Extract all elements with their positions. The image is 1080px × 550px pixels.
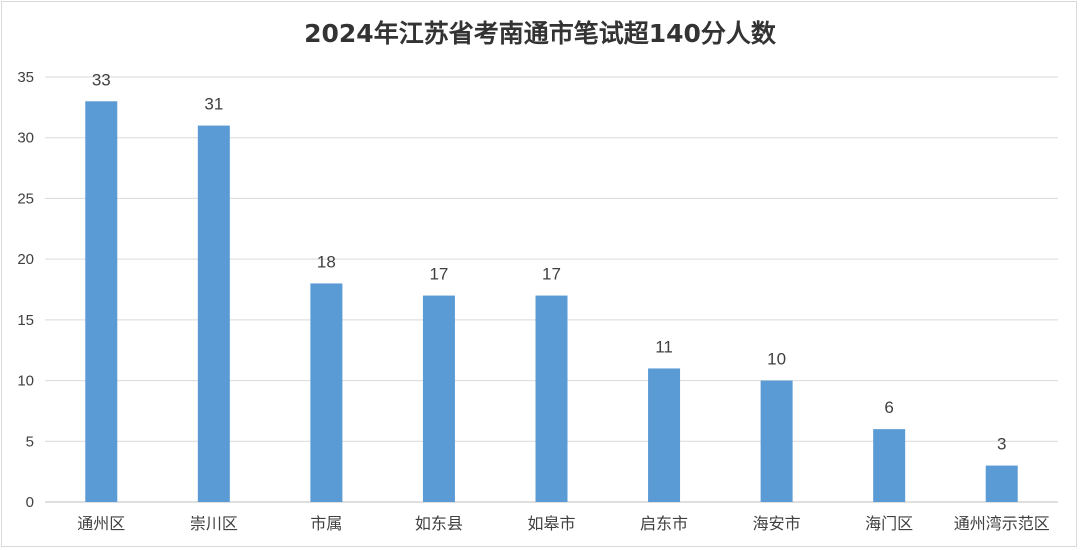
x-tick-label: 市属 <box>310 514 342 533</box>
y-tick-label: 30 <box>17 130 34 147</box>
y-tick-label: 15 <box>17 312 34 329</box>
chart-title: 2024年江苏省考南通市笔试超140分人数 <box>304 19 776 48</box>
y-tick-label: 20 <box>17 251 34 268</box>
x-axis: 通州区 崇川区 市属 如东县 如皋市 启东市 海安市 海门区 通州湾示范区 <box>77 514 1049 533</box>
x-tick-label: 崇川区 <box>190 514 238 533</box>
bar <box>197 125 230 503</box>
y-tick-label: 5 <box>26 433 34 450</box>
x-tick-label: 启东市 <box>640 514 688 533</box>
bar <box>873 429 906 502</box>
bar <box>648 368 681 502</box>
data-label: 3 <box>997 435 1006 454</box>
data-label: 11 <box>655 337 673 356</box>
x-tick-label: 海门区 <box>865 514 913 533</box>
x-tick-label: 海安市 <box>753 514 801 533</box>
y-tick-label: 35 <box>17 69 34 86</box>
data-label: 10 <box>767 350 786 369</box>
data-label: 33 <box>92 70 111 89</box>
x-tick-label: 通州区 <box>77 514 125 533</box>
y-axis: 0 5 10 15 20 25 30 35 <box>17 69 34 511</box>
data-label: 31 <box>204 95 223 114</box>
bar <box>85 101 118 503</box>
data-label: 18 <box>317 252 336 271</box>
y-tick-label: 10 <box>17 373 34 390</box>
bar <box>310 283 343 502</box>
x-tick-label: 通州湾示范区 <box>954 514 1050 533</box>
y-tick-label: 25 <box>17 190 34 207</box>
data-label: 6 <box>884 398 893 417</box>
bar <box>985 465 1018 502</box>
bar <box>422 295 455 502</box>
x-tick-label: 如东县 <box>415 514 463 533</box>
data-label: 17 <box>429 265 448 284</box>
bar <box>535 295 568 502</box>
x-tick-label: 如皋市 <box>527 514 575 533</box>
data-label: 17 <box>542 265 561 284</box>
bars <box>85 101 1018 503</box>
data-labels: 33 31 18 17 17 11 10 6 3 <box>92 70 1007 453</box>
bar <box>760 380 793 502</box>
y-tick-label: 0 <box>26 494 34 511</box>
